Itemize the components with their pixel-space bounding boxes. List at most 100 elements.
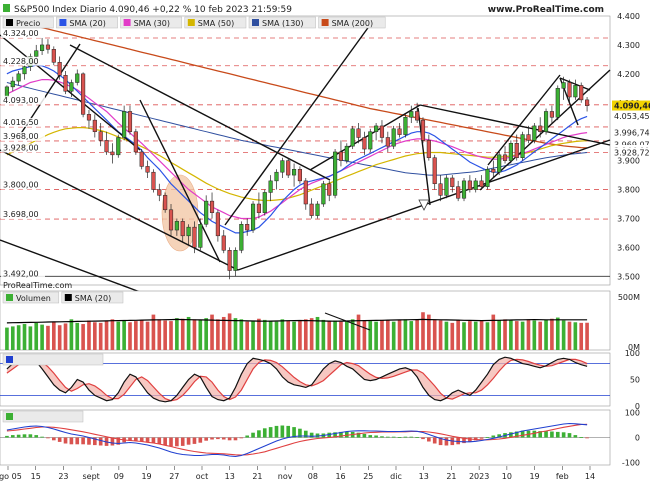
down-arrow-icon [418, 199, 430, 211]
candle-body [403, 116, 408, 135]
volume-bar [374, 321, 378, 350]
level-label-bg [1, 117, 45, 127]
volume-bar [239, 319, 244, 350]
candle-body [444, 177, 449, 196]
macd-histogram-bar [128, 437, 132, 441]
candle-body [432, 157, 437, 185]
level-label: 3.492,00 [3, 270, 39, 279]
price-panel: 4.4004.3004.2004.1004.0003.9003.8003.700… [0, 12, 650, 293]
volume-bar [251, 320, 255, 350]
volume-bar [561, 320, 566, 350]
price-legend-chip [2, 16, 54, 29]
volume-bar [403, 319, 408, 350]
candle-body [538, 125, 543, 132]
volume-bar [51, 321, 56, 350]
candle-body [10, 80, 15, 88]
sma20-line [6, 64, 588, 234]
stoch-axis-tick: 100 [625, 349, 640, 358]
candle-body [145, 166, 150, 173]
level-label: 4.016,50 [3, 118, 39, 127]
macd-histogram-bar [75, 437, 80, 445]
candle-body [579, 85, 584, 101]
candle-body [297, 169, 302, 182]
x-axis-tick-label: 08 [308, 472, 318, 481]
candle-body [485, 169, 490, 187]
price-legend-label: SMA (200) [332, 19, 374, 28]
candle-body [379, 125, 385, 138]
watermark: ProRealTime.com [3, 281, 72, 290]
candle-body [215, 212, 220, 237]
candle-body [526, 134, 531, 141]
price-axis-tick: 4.300 [617, 41, 640, 50]
candle-body [456, 186, 461, 199]
sma50-line [6, 126, 588, 202]
macd-histogram-bar [380, 436, 384, 438]
price-tag-bg [612, 100, 650, 111]
volume-bar [421, 312, 425, 350]
x-axis-tick-label: 19 [141, 472, 151, 481]
macd-histogram-bar [198, 437, 203, 443]
macd-histogram-bar [233, 437, 238, 441]
candle-body [163, 195, 168, 211]
candle-body [180, 221, 185, 237]
legend-swatch [6, 413, 13, 420]
volume-bar [22, 324, 27, 350]
macd-histogram-bar [10, 435, 15, 438]
x-axis-tick-label: 16 [335, 472, 345, 481]
macd-histogram-bar [303, 430, 308, 438]
macd-histogram-bar [544, 431, 548, 438]
macd-panel: 100 0 -100 [0, 409, 640, 468]
x-axis-tick-label: 19 [529, 472, 539, 481]
volume-bar [93, 322, 97, 350]
candle-body [204, 200, 209, 225]
trend-line [487, 74, 561, 166]
level-label: 3.968,00 [3, 132, 39, 141]
volume-bar [567, 321, 572, 350]
candle-body [110, 151, 115, 156]
x-axis-tick-label: 25 [363, 472, 373, 481]
volume-bar [245, 321, 250, 350]
candle-body [333, 151, 338, 196]
candle-body [344, 145, 349, 161]
macd-histogram-bar [262, 428, 267, 438]
macd-histogram-bar [421, 437, 425, 440]
level-label: 3.698,00 [3, 210, 39, 219]
candle-body [409, 111, 414, 118]
price-axis-tick: 3.500 [617, 272, 640, 281]
macd-histogram-bar [210, 437, 214, 440]
candle-body [450, 177, 455, 187]
stoch-panel: 100 50 0 [0, 349, 640, 411]
level-label-bg [1, 180, 45, 190]
volume-bar [397, 320, 402, 350]
volume-bar [186, 316, 191, 350]
volume-bar [438, 320, 443, 350]
x-axis-tick-label: nov [278, 472, 293, 481]
candle-body [268, 180, 273, 193]
candle-body [362, 137, 367, 150]
x-axis-tick-label: 13 [419, 472, 429, 481]
sma200-line [6, 18, 588, 149]
volume-bar [69, 319, 74, 350]
price-tag-bg [612, 139, 650, 150]
candle-body [473, 180, 478, 190]
sma30-line [6, 78, 588, 220]
volume-bar [198, 320, 203, 350]
level-label-bg [1, 95, 45, 105]
candle-body [286, 160, 291, 176]
macd-axis-tick: 100 [625, 409, 640, 418]
price-legend-label: Precio [16, 19, 40, 28]
macd-histogram-bar [327, 432, 332, 438]
volume-legend-label: SMA (20) [75, 294, 111, 303]
instrument-icon [3, 4, 10, 12]
volume-bar [116, 321, 121, 350]
macd-histogram-bar [344, 431, 349, 438]
candle-body [233, 250, 238, 271]
candle-body [192, 226, 197, 248]
macd-histogram-bar [438, 437, 443, 446]
trend-line [324, 312, 371, 331]
macd-histogram-bar [139, 437, 144, 442]
macd-histogram-bar [462, 437, 466, 444]
macd-histogram-bar [145, 437, 150, 442]
volume-bar [81, 324, 85, 350]
candle-body [34, 50, 39, 57]
